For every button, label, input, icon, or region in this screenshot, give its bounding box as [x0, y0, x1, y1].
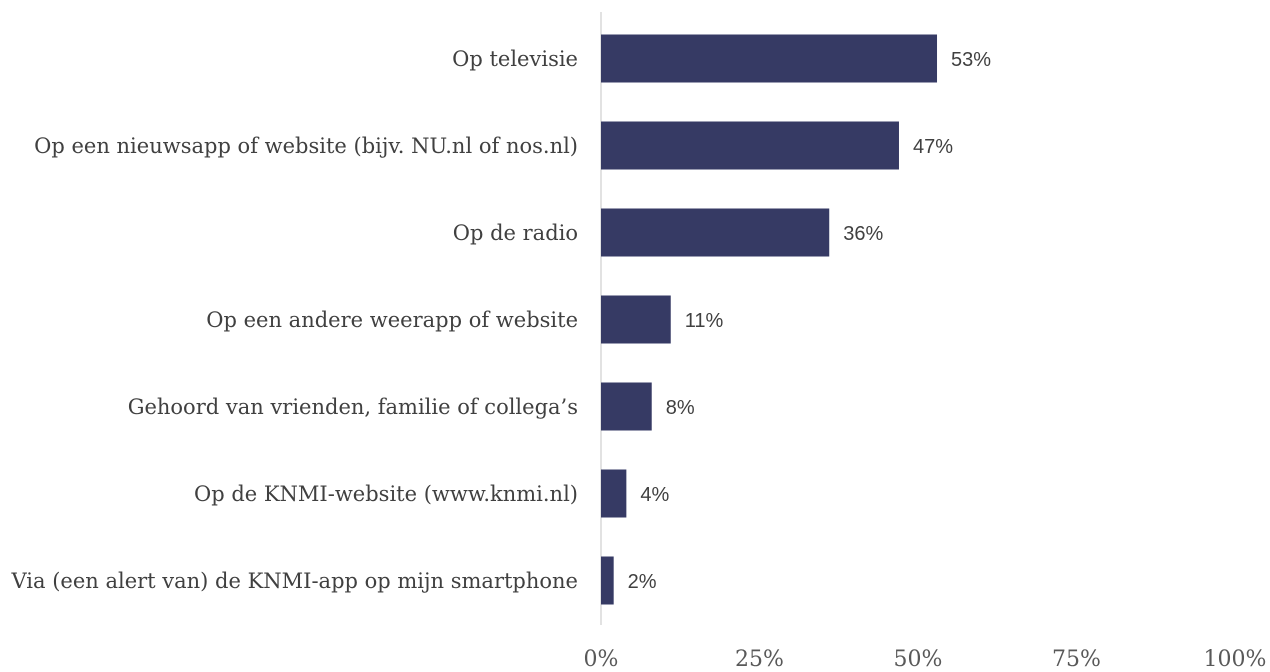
value-label: 8% [666, 397, 695, 419]
bar [601, 556, 614, 605]
category-label: Op de KNMI-website (www.knmi.nl) [193, 481, 578, 506]
category-label: Via (een alert van) de KNMI-app op mijn … [11, 568, 579, 593]
category-label: Op de radio [452, 220, 578, 245]
x-tick-label: 50% [894, 647, 943, 672]
x-tick-label: 0% [584, 647, 619, 672]
value-label: 36% [843, 223, 883, 245]
category-label: Gehoord van vrienden, familie of collega… [127, 394, 578, 419]
bar [601, 382, 652, 431]
category-label: Op een nieuwsapp of website (bijv. NU.nl… [34, 133, 578, 158]
value-label: 53% [951, 49, 991, 71]
value-label: 11% [685, 310, 724, 332]
category-label: Op een andere weerapp of website [206, 307, 578, 332]
value-label: 47% [913, 136, 953, 158]
bar [601, 34, 938, 83]
x-tick-label: 100% [1204, 647, 1267, 672]
x-tick-label: 75% [1052, 647, 1101, 672]
value-label: 4% [640, 484, 669, 506]
bar [601, 469, 627, 518]
category-label: Op televisie [452, 46, 578, 71]
value-label: 2% [628, 571, 657, 593]
x-tick-label: 25% [735, 647, 784, 672]
bar [601, 121, 899, 170]
bar [601, 208, 830, 257]
bar [601, 295, 671, 344]
